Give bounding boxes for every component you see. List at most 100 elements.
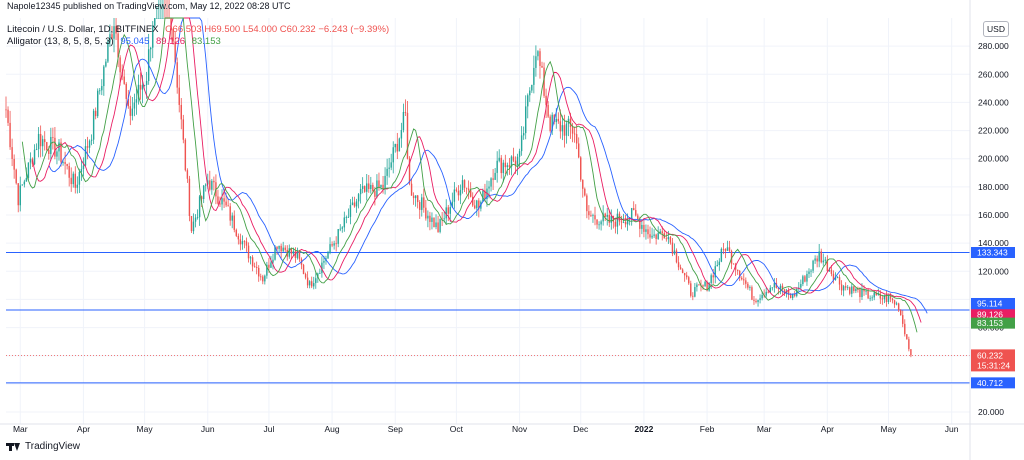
candle-body <box>651 235 653 238</box>
alligator-lips-line <box>21 17 918 333</box>
candle-body <box>824 259 827 261</box>
candle-body <box>125 83 127 99</box>
candle-body <box>820 251 822 263</box>
candle-body <box>563 125 566 136</box>
candle-body <box>357 194 360 202</box>
candle-body <box>690 283 692 296</box>
y-tick-label: 200.000 <box>978 154 1009 164</box>
candle-body <box>249 257 252 259</box>
candle-body <box>145 81 148 85</box>
candle-body <box>160 18 162 19</box>
candle-body <box>170 18 172 29</box>
candle-body <box>724 249 727 251</box>
candle-body <box>561 125 564 132</box>
candle-body <box>139 84 142 90</box>
x-tick-label: Sep <box>388 424 403 434</box>
candle-body <box>796 288 798 296</box>
candle-body <box>48 149 50 154</box>
candle-body <box>439 218 441 232</box>
candle-body <box>761 294 763 299</box>
candle-body <box>447 207 449 214</box>
candle-body <box>111 34 113 39</box>
candle-body <box>88 140 91 148</box>
candle-body <box>516 156 519 166</box>
candle-body <box>143 84 146 86</box>
legend-symbol: Litecoin / U.S. Dollar, 1D, BITFINEX <box>7 24 159 35</box>
candle-body <box>789 294 792 299</box>
candle-body <box>545 95 547 105</box>
candle-body <box>910 349 912 356</box>
candle-body <box>361 186 364 189</box>
tag-jaw-bg <box>971 297 1015 309</box>
legend-alligator-label: Alligator (13, 8, 5, 8, 5, 3) <box>7 36 114 47</box>
candle-body <box>908 339 910 350</box>
candle-body <box>46 142 48 150</box>
candle-body <box>247 245 250 259</box>
candle-body <box>777 288 780 289</box>
candle-body <box>217 196 219 204</box>
candle-body <box>512 156 515 161</box>
candle-body <box>747 283 749 288</box>
y-tick-label: 120.000 <box>978 266 1009 276</box>
currency-button[interactable]: USD <box>983 21 1009 37</box>
candle-body <box>133 102 136 109</box>
tradingview-logo-icon <box>6 442 21 452</box>
candle-body <box>310 281 313 287</box>
candle-body <box>661 231 663 234</box>
candle-body <box>262 276 264 282</box>
candle-body <box>726 247 729 251</box>
candle-body <box>873 292 875 298</box>
candle-body <box>730 250 733 264</box>
candle-body <box>800 284 802 288</box>
candle-body <box>211 180 213 190</box>
candle-body <box>194 217 197 222</box>
candle-body <box>655 234 657 239</box>
candle-body <box>598 224 600 226</box>
candle-body <box>113 26 115 39</box>
candle-body <box>694 287 696 297</box>
candle-body <box>141 85 144 90</box>
candle-body <box>767 291 769 293</box>
candle-body <box>457 190 460 196</box>
candle-body <box>524 106 527 134</box>
candle-body <box>223 198 225 202</box>
candle-body <box>370 184 372 189</box>
candle-body <box>590 215 592 217</box>
candle-body <box>425 207 427 219</box>
x-tick-label: Apr <box>821 424 834 434</box>
candle-body <box>899 310 902 316</box>
candle-body <box>791 293 794 299</box>
candle-body <box>889 296 892 299</box>
candle-body <box>39 133 42 147</box>
candle-body <box>771 287 774 289</box>
candle-body <box>35 149 38 150</box>
candle-body <box>66 163 68 167</box>
x-tick-label: Mar <box>757 424 772 434</box>
candle-body <box>551 114 553 132</box>
candle-body <box>80 169 83 172</box>
candle-body <box>720 248 723 262</box>
candle-body <box>808 271 810 274</box>
candle-body <box>131 108 134 116</box>
candle-body <box>816 258 818 262</box>
candle-body <box>188 178 191 216</box>
candle-body <box>21 184 24 186</box>
candle-body <box>101 86 103 91</box>
candle-body <box>304 274 307 278</box>
candle-body <box>392 147 394 163</box>
candle-body <box>196 217 199 218</box>
candle-body <box>294 251 297 258</box>
candle-body <box>871 297 873 299</box>
candle-body <box>70 177 72 185</box>
candle-body <box>5 109 7 111</box>
candle-body <box>416 195 419 203</box>
candle-body <box>877 293 880 296</box>
candle-body <box>182 119 185 140</box>
candle-body <box>172 28 174 42</box>
tag-hline-top: 133.343 <box>977 248 1008 258</box>
candle-body <box>331 244 333 246</box>
candle-body <box>78 171 81 185</box>
candle-body <box>504 162 507 168</box>
tag-lips: 83.153 <box>977 318 1003 328</box>
candle-body <box>496 160 498 173</box>
